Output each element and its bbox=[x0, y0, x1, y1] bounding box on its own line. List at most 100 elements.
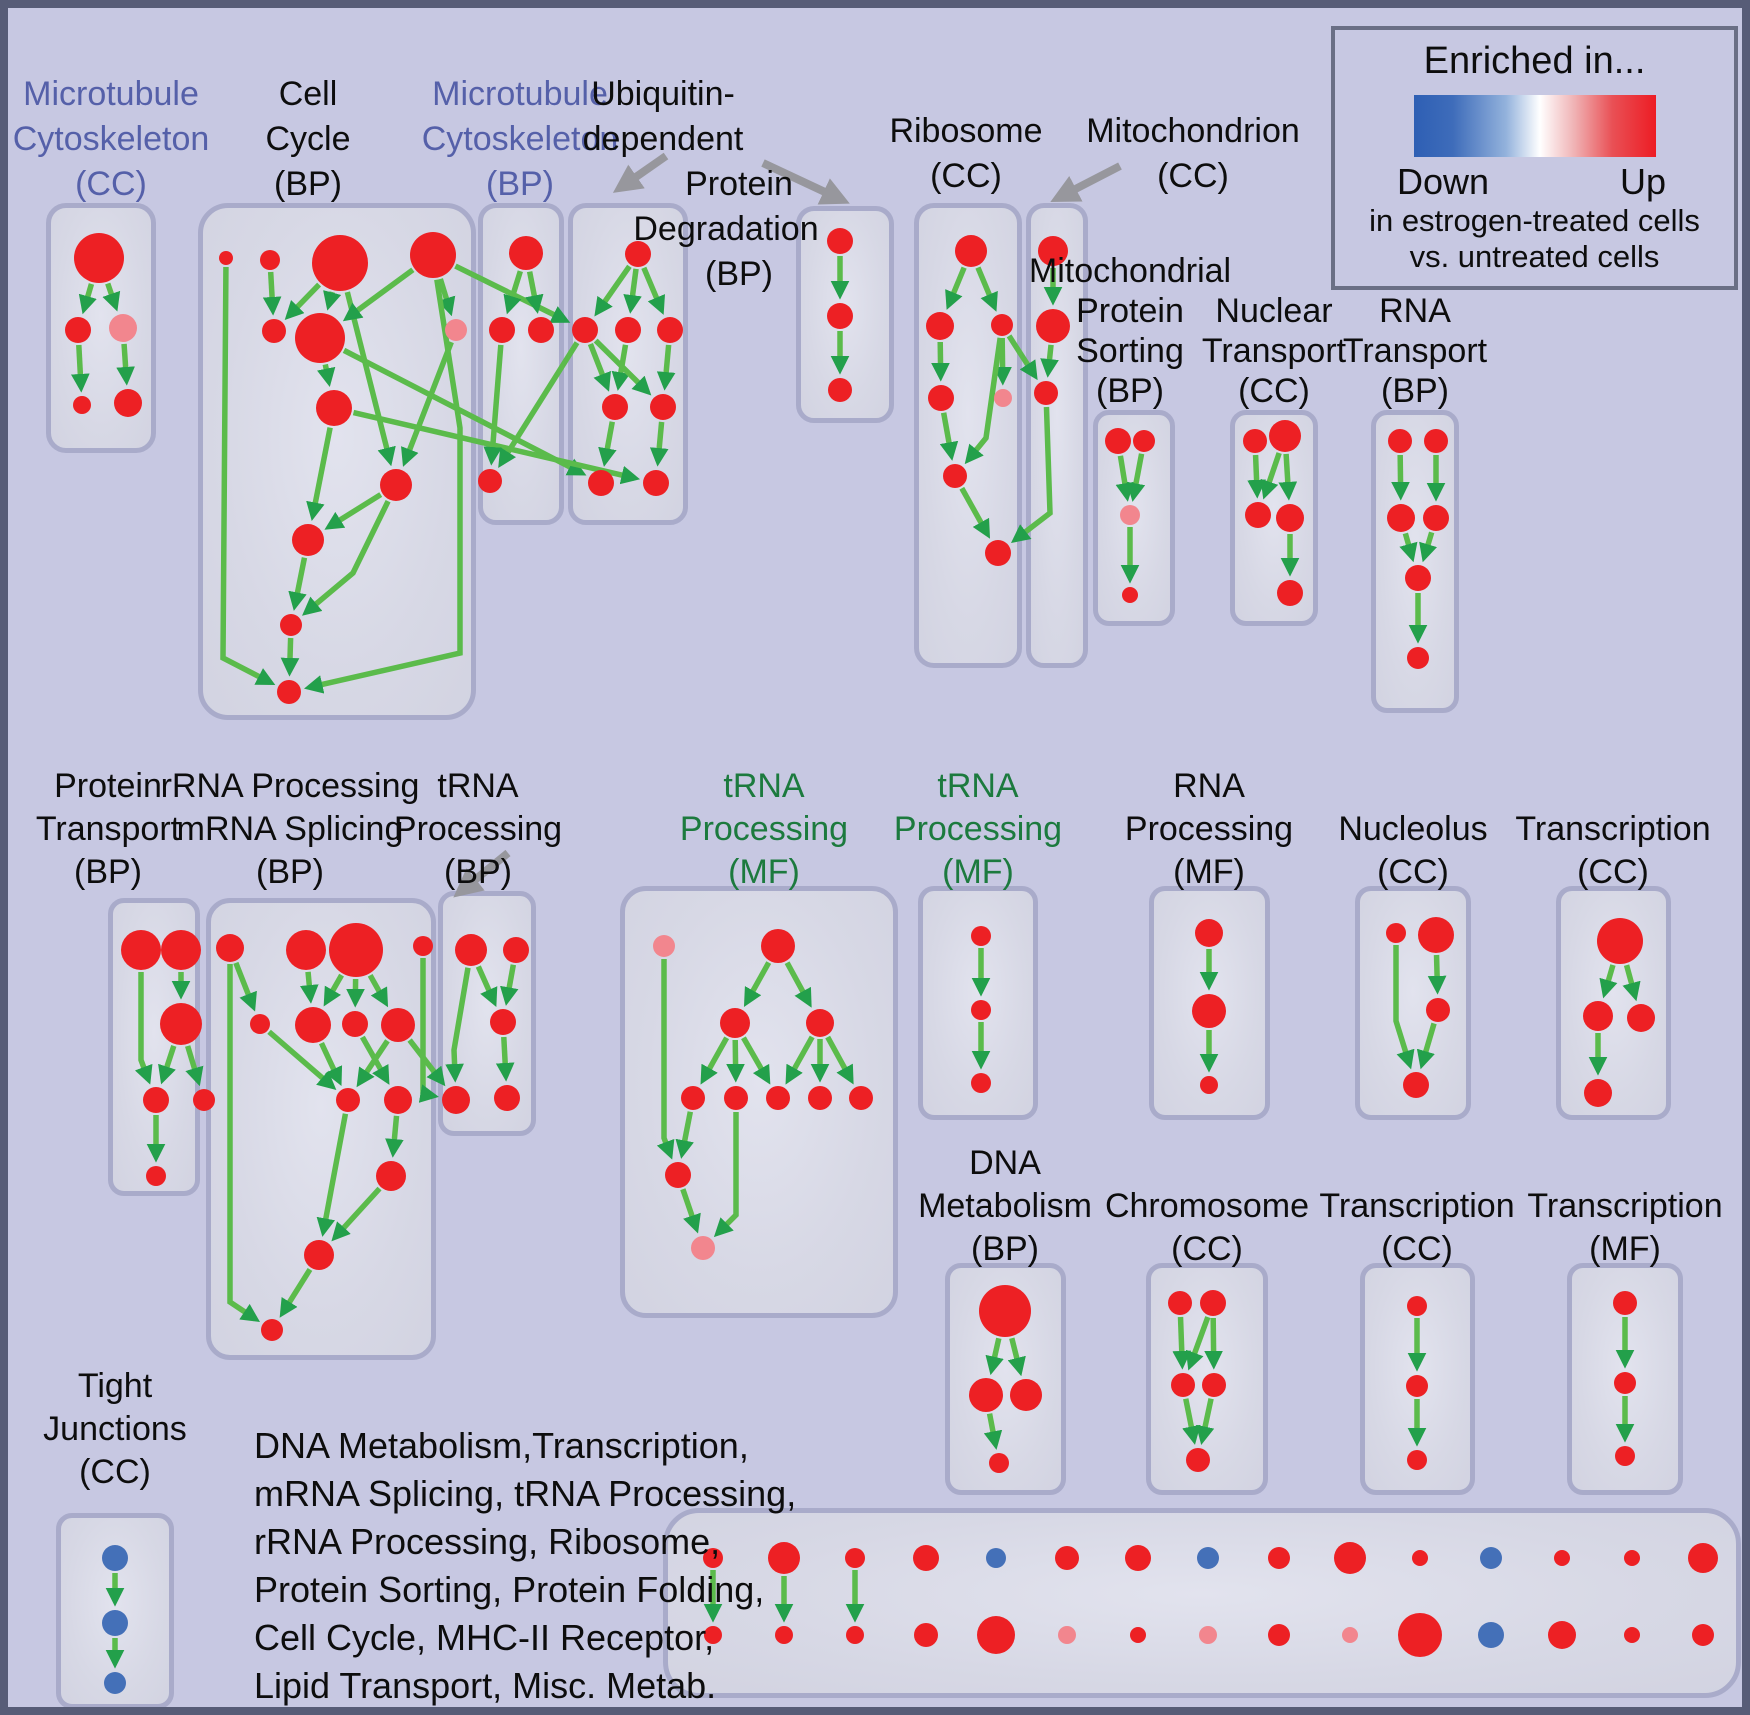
node-nucleolus-cc-1 bbox=[1418, 917, 1454, 953]
node-miscellaneous-1 bbox=[768, 1542, 800, 1574]
go-edge bbox=[1599, 964, 1618, 999]
go-edge bbox=[641, 266, 666, 315]
node-ribosome-cc-3 bbox=[928, 385, 954, 411]
node-microtubule-cytoskeleton-cc-3 bbox=[73, 396, 91, 414]
label-line: Mitochondrial bbox=[1028, 252, 1232, 290]
node-trna-processing-bp-2 bbox=[490, 1009, 516, 1035]
node-miscellaneous-14 bbox=[1688, 1543, 1718, 1573]
label-line: Tight bbox=[77, 1367, 153, 1405]
node-ubiquitin-degradation-bp-2-1 bbox=[827, 303, 853, 329]
node-cell-cycle-bp-2 bbox=[312, 235, 368, 291]
node-miscellaneous-24 bbox=[1342, 1627, 1358, 1643]
node-transcription-cc-1-2 bbox=[1627, 1004, 1655, 1032]
go-edge bbox=[1416, 1022, 1437, 1070]
go-edge bbox=[1419, 531, 1438, 563]
node-rrna-processing-mrna-splicing-bp-8 bbox=[336, 1088, 360, 1112]
node-rna-transport-bp-1 bbox=[1424, 429, 1448, 453]
node-rna-processing-mf-2 bbox=[1200, 1076, 1218, 1094]
node-miscellaneous-8 bbox=[1268, 1547, 1290, 1569]
go-edge bbox=[1622, 964, 1641, 1002]
node-miscellaneous-3 bbox=[913, 1545, 939, 1571]
label-line: (CC) bbox=[79, 1453, 151, 1491]
go-edge bbox=[503, 270, 523, 315]
node-miscellaneous-15 bbox=[704, 1626, 722, 1644]
node-transcription-mf-0 bbox=[1613, 1291, 1637, 1315]
label-line: (CC) bbox=[1577, 853, 1649, 891]
go-edge bbox=[593, 338, 652, 396]
go-edge bbox=[587, 342, 611, 392]
node-cell-cycle-bp-0 bbox=[219, 251, 233, 265]
node-trna-processing-bp-1 bbox=[503, 937, 529, 963]
node-ribosome-cc-0 bbox=[955, 235, 987, 267]
go-edge bbox=[342, 347, 587, 476]
legend-title: Enriched in... bbox=[1423, 40, 1646, 82]
go-edge bbox=[71, 344, 90, 393]
node-miscellaneous-16 bbox=[775, 1626, 793, 1644]
label-line: (MF) bbox=[1589, 1230, 1661, 1268]
node-trna-processing-mf-1-0 bbox=[653, 935, 675, 957]
label-line: Mitochondrion bbox=[1086, 112, 1300, 150]
node-rrna-processing-mrna-splicing-bp-0 bbox=[216, 934, 244, 962]
node-ribosome-cc-5 bbox=[943, 464, 967, 488]
node-ribosome-cc-1 bbox=[926, 312, 954, 340]
go-edge bbox=[785, 1035, 815, 1085]
label-line: Protein bbox=[1076, 292, 1184, 330]
node-rrna-processing-mrna-splicing-bp-12 bbox=[261, 1319, 283, 1341]
go-edge bbox=[418, 958, 439, 1103]
go-edge bbox=[1391, 454, 1410, 501]
label-line: Protein bbox=[54, 767, 162, 805]
label-line: Cycle bbox=[265, 120, 351, 158]
go-edge bbox=[185, 1045, 204, 1087]
go-edge bbox=[985, 1337, 1004, 1376]
go-edge bbox=[1185, 1316, 1211, 1371]
node-rrna-processing-mrna-splicing-bp-9 bbox=[384, 1086, 412, 1114]
go-edge bbox=[983, 1413, 1003, 1450]
cluster-box-mitochondrion-cc bbox=[1026, 203, 1088, 668]
label-line: Sorting bbox=[1076, 332, 1184, 370]
go-edge bbox=[284, 282, 322, 320]
legend-up-label: Up bbox=[1619, 161, 1666, 202]
go-edge bbox=[649, 421, 669, 467]
go-edge bbox=[975, 266, 998, 312]
node-rrna-processing-mrna-splicing-bp-7 bbox=[381, 1008, 415, 1042]
go-edge bbox=[784, 961, 812, 1008]
go-edge bbox=[342, 267, 415, 322]
node-mitochondrion-cc-0 bbox=[1038, 236, 1068, 266]
label-line: Transport bbox=[35, 810, 181, 848]
go-edge bbox=[262, 271, 282, 316]
node-miscellaneous-19 bbox=[977, 1616, 1015, 1654]
node-cell-cycle-bp-9 bbox=[292, 524, 324, 556]
node-rna-transport-bp-3 bbox=[1423, 505, 1449, 531]
node-dna-metabolism-bp-0 bbox=[979, 1285, 1031, 1337]
go-edge bbox=[158, 1044, 177, 1085]
label-line: (CC) bbox=[75, 165, 147, 203]
label-line: Microtubule bbox=[23, 75, 199, 113]
node-transcription-cc-1-1 bbox=[1583, 1001, 1613, 1031]
go-edge bbox=[675, 1111, 694, 1159]
go-edge bbox=[401, 341, 454, 467]
label-line: Processing bbox=[679, 810, 849, 848]
label-line: Nuclear bbox=[1215, 292, 1333, 330]
go-edge bbox=[1006, 334, 1038, 381]
node-rna-transport-bp-4 bbox=[1405, 565, 1431, 591]
go-edge bbox=[220, 266, 276, 685]
label-line: (CC) bbox=[1238, 372, 1310, 410]
node-miscellaneous-13 bbox=[1624, 1550, 1640, 1566]
node-dna-metabolism-bp-1 bbox=[969, 1378, 1003, 1412]
label-line: Processing bbox=[893, 810, 1063, 848]
label-line: Cell bbox=[278, 75, 338, 113]
legend-box: Enriched in... Down Up in estrogen-treat… bbox=[1331, 26, 1738, 290]
label-line: (BP) bbox=[74, 853, 142, 891]
label-line: Cytoskeleton bbox=[12, 120, 210, 158]
go-edge bbox=[656, 344, 676, 391]
label-line: Degradation bbox=[633, 210, 819, 248]
node-miscellaneous-21 bbox=[1130, 1627, 1146, 1643]
node-ribosome-cc-4 bbox=[994, 389, 1012, 407]
node-rna-transport-bp-0 bbox=[1388, 429, 1412, 453]
node-miscellaneous-2 bbox=[845, 1548, 865, 1568]
node-trna-processing-mf-1-8 bbox=[849, 1086, 873, 1110]
node-ubiquitin-degradation-bp-2-0 bbox=[827, 228, 853, 254]
node-miscellaneous-6 bbox=[1125, 1545, 1151, 1571]
go-edge bbox=[323, 973, 344, 1007]
label-line: DNA bbox=[969, 1144, 1041, 1182]
